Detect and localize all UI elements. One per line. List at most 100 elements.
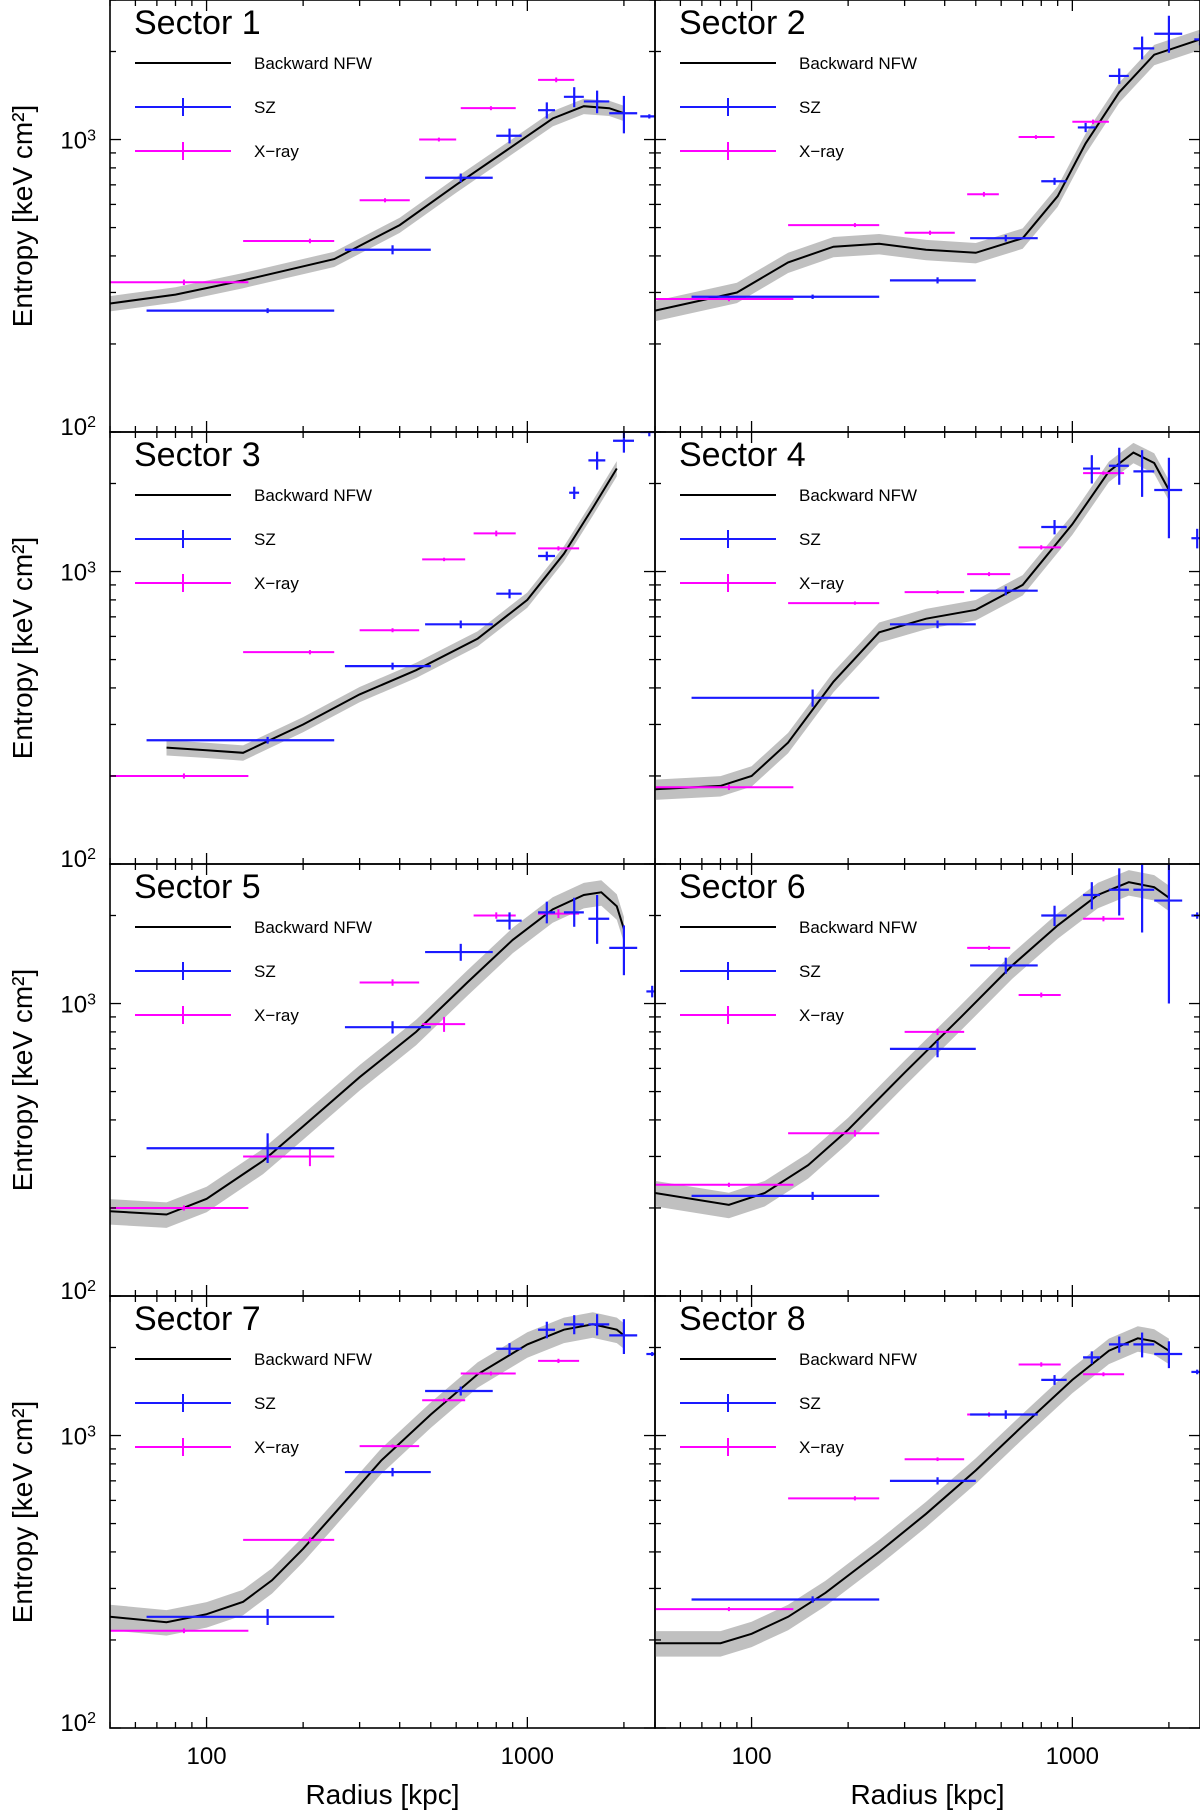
x-tick-label: 1000 (501, 1743, 554, 1770)
xray-point (1083, 471, 1125, 475)
y-axis-label: Entropy [keV cm²] (7, 1401, 38, 1624)
legend-model-label: Backward NFW (254, 1350, 372, 1369)
sz-point (1041, 177, 1067, 185)
sz-point (538, 551, 556, 561)
x-axis-label: Radius [kpc] (850, 1779, 1004, 1810)
sz-point (1154, 864, 1183, 1004)
sz-point (970, 586, 1038, 596)
backward-nfw-curve (110, 1323, 625, 1624)
legend-xray-label: X−ray (254, 142, 299, 161)
legend-xray-label: X−ray (799, 574, 844, 593)
model-uncertainty-band (655, 1326, 1169, 1657)
legend-sz-label: SZ (799, 530, 821, 549)
y-axis-label: Entropy [keV cm²] (7, 537, 38, 760)
xray-point (655, 1182, 794, 1187)
xray-point (1018, 545, 1061, 550)
xray-point (538, 1358, 580, 1364)
sz-point (1133, 864, 1155, 933)
y-tick-label: 102 (60, 846, 96, 874)
sz-point (1041, 520, 1067, 535)
y-tick-label: 102 (60, 1710, 96, 1738)
legend-model-label: Backward NFW (254, 486, 372, 505)
xray-point (359, 979, 420, 986)
backward-nfw-curve (655, 451, 1170, 791)
xray-point (1083, 916, 1125, 922)
sz-point (646, 1352, 655, 1357)
legend-sz-label: SZ (799, 98, 821, 117)
xray-point (655, 784, 794, 791)
panel-plot-area (110, 432, 655, 779)
sector-title: Sector 4 (679, 436, 806, 474)
sz-point (425, 620, 493, 629)
legend-xray-label: X−ray (254, 1006, 299, 1025)
xray-point (788, 223, 880, 228)
xray-point (538, 546, 580, 551)
xray-point (460, 1371, 516, 1376)
axis-ticks (109, 431, 655, 865)
xray-point (1083, 1372, 1125, 1377)
xray-point (788, 1130, 880, 1137)
sector-title: Sector 7 (134, 1300, 261, 1338)
model-uncertainty-band (110, 1312, 624, 1636)
xray-point (967, 572, 1011, 577)
panel-frame (654, 1295, 1200, 1729)
legend-model-label: Backward NFW (799, 486, 917, 505)
sz-point (588, 1314, 610, 1336)
panel-frame (654, 0, 1200, 433)
xray-point (904, 1028, 965, 1036)
xray-point (460, 106, 516, 111)
sz-point (889, 277, 976, 284)
legend: Backward NFW SZ X−ray (135, 1350, 372, 1457)
sz-point (1041, 1375, 1067, 1385)
y-tick-label: 102 (60, 1278, 96, 1306)
xray-point (1072, 119, 1109, 125)
legend: Backward NFW SZ X−ray (680, 54, 917, 161)
sz-point (646, 985, 655, 998)
panel-frame (654, 431, 1200, 865)
xray-point (110, 279, 249, 286)
model-uncertainty-band (655, 442, 1169, 800)
legend-model-label: Backward NFW (799, 918, 917, 937)
x-tick-label: 1000 (1046, 1743, 1099, 1770)
axis-ticks (654, 1295, 1200, 1729)
xray-point (359, 628, 420, 633)
legend-xray-label: X−ray (799, 1438, 844, 1457)
panel-sector-3: Sector 3 Backward NFW SZ X−ray 103 102 Entropy… (7, 431, 656, 874)
xray-point (419, 137, 457, 142)
panel-sector-4: Sector 4 Backward NFW SZ X−ray (654, 431, 1200, 865)
sz-point (344, 662, 431, 670)
legend-xray-label: X−ray (799, 1006, 844, 1025)
axis-ticks (654, 431, 1200, 865)
sector-title: Sector 5 (134, 868, 261, 906)
panel-sector-6: Sector 6 Backward NFW SZ X−ray (654, 863, 1200, 1297)
legend-sz-label: SZ (799, 1394, 821, 1413)
legend: Backward NFW SZ X−ray (680, 918, 917, 1025)
sz-point (1154, 457, 1183, 539)
sector-title: Sector 6 (679, 868, 806, 906)
sz-point (1154, 1341, 1183, 1369)
xray-point (904, 590, 965, 594)
sz-point (1133, 450, 1155, 497)
xray-point (110, 773, 249, 779)
sz-point (569, 486, 580, 500)
legend-sz-label: SZ (799, 962, 821, 981)
sz-point (1194, 33, 1200, 46)
sz-point (563, 1315, 584, 1335)
sz-point (889, 1040, 976, 1058)
legend-xray-label: X−ray (254, 1438, 299, 1457)
axis-ticks (109, 863, 655, 1297)
sz-point (1154, 15, 1183, 53)
panel-plot-area (655, 1326, 1200, 1657)
xray-point (422, 1016, 466, 1032)
legend-model-label: Backward NFW (254, 54, 372, 73)
sz-point (609, 925, 638, 976)
backward-nfw-curve (655, 38, 1200, 312)
sz-point (425, 1386, 493, 1396)
model-uncertainty-band (110, 880, 624, 1228)
panel-sector-2: Sector 2 Backward NFW SZ X−ray (654, 0, 1200, 433)
sz-point (1083, 455, 1101, 484)
backward-nfw-curve (655, 1337, 1170, 1645)
legend: Backward NFW SZ X−ray (680, 486, 917, 593)
y-tick-label: 102 (60, 414, 96, 442)
